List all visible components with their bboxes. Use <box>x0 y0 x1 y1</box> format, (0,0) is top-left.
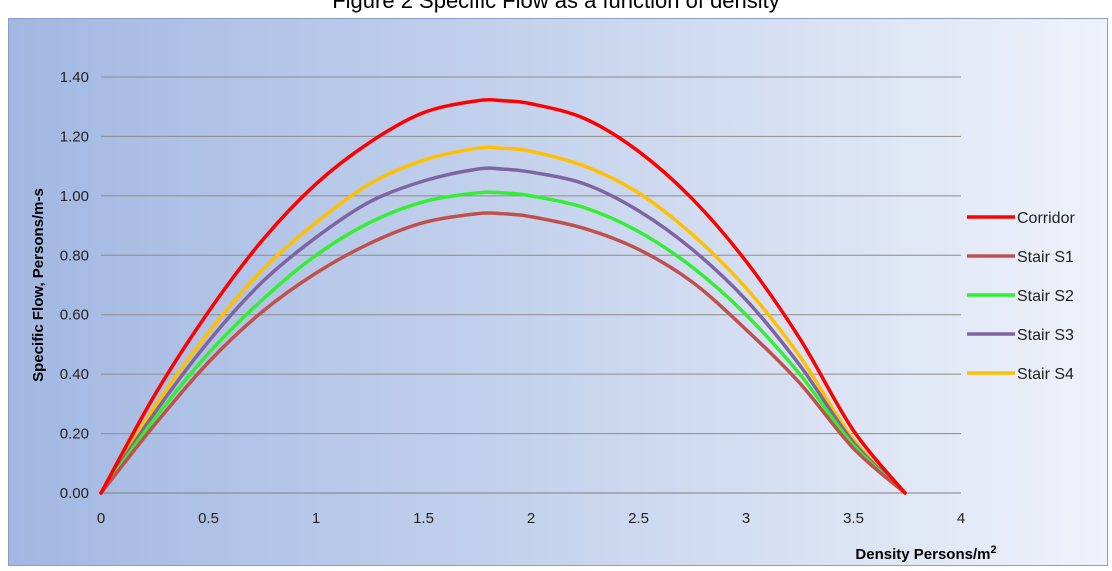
series-line-stair-s2 <box>99 190 907 495</box>
y-tick-label: 0.60 <box>60 307 89 324</box>
x-tick-label: 0 <box>97 510 105 527</box>
series-lines <box>99 98 907 495</box>
chart-title: Figure 2 Specific Flow as a function of … <box>332 0 780 13</box>
chart-background <box>9 19 1107 565</box>
legend-label: Stair S1 <box>1017 249 1074 266</box>
legend-label: Stair S3 <box>1017 327 1074 344</box>
y-tick-label: 0.20 <box>60 426 89 443</box>
x-tick-label: 3 <box>742 510 750 527</box>
y-tick-label: 0.00 <box>60 485 89 502</box>
x-tick-label: 2.5 <box>628 510 649 527</box>
series-line-stair-s3 <box>99 166 907 495</box>
y-tick-label: 0.80 <box>60 247 89 264</box>
x-tick-label: 0.5 <box>198 510 219 527</box>
legend-label: Corridor <box>1017 210 1075 227</box>
series-line-corridor <box>99 98 907 495</box>
legend: Corridor Stair S1 Stair S2 Stair S3 Stair S4 <box>967 210 1075 383</box>
y-axis-label: Specific Flow, Persons/m-s <box>30 188 47 382</box>
y-tick-label: 1.40 <box>60 69 89 86</box>
line-chart: 0.00 0.20 0.40 0.60 0.80 1.00 1.20 1.40 0 0.5 1 1.5… <box>9 19 1107 565</box>
x-tick-label: 1.5 <box>413 510 434 527</box>
axes: 0.00 0.20 0.40 0.60 0.80 1.00 1.20 1.40 0 0.5 1 1.5… <box>60 69 965 527</box>
x-tick-label: 4 <box>957 510 965 527</box>
x-tick-label: 2 <box>527 510 535 527</box>
x-axis-label: Density Persons/m2 <box>855 544 996 563</box>
legend-label: Stair S2 <box>1017 288 1074 305</box>
y-tick-label: 0.40 <box>60 366 89 383</box>
series-line-stair-s4 <box>99 145 907 495</box>
y-tick-label: 1.20 <box>60 128 89 145</box>
chart-area: 0.00 0.20 0.40 0.60 0.80 1.00 1.20 1.40 0 0.5 1 1.5… <box>8 18 1108 566</box>
y-tick-label: 1.00 <box>60 188 89 205</box>
x-tick-label: 3.5 <box>843 510 864 527</box>
series-line-stair-s1 <box>99 211 907 495</box>
legend-label: Stair S4 <box>1017 366 1074 383</box>
x-tick-label: 1 <box>312 510 320 527</box>
